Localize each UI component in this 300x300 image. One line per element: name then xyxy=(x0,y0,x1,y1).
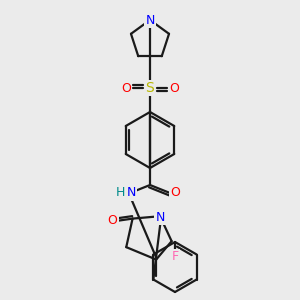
Text: O: O xyxy=(121,82,131,94)
Text: O: O xyxy=(108,214,118,227)
Text: O: O xyxy=(170,187,180,200)
Text: N: N xyxy=(155,211,165,224)
Text: S: S xyxy=(146,81,154,95)
Text: N: N xyxy=(126,187,136,200)
Text: O: O xyxy=(169,82,179,94)
Text: N: N xyxy=(145,14,155,26)
Text: F: F xyxy=(171,250,178,262)
Text: H: H xyxy=(116,187,125,200)
